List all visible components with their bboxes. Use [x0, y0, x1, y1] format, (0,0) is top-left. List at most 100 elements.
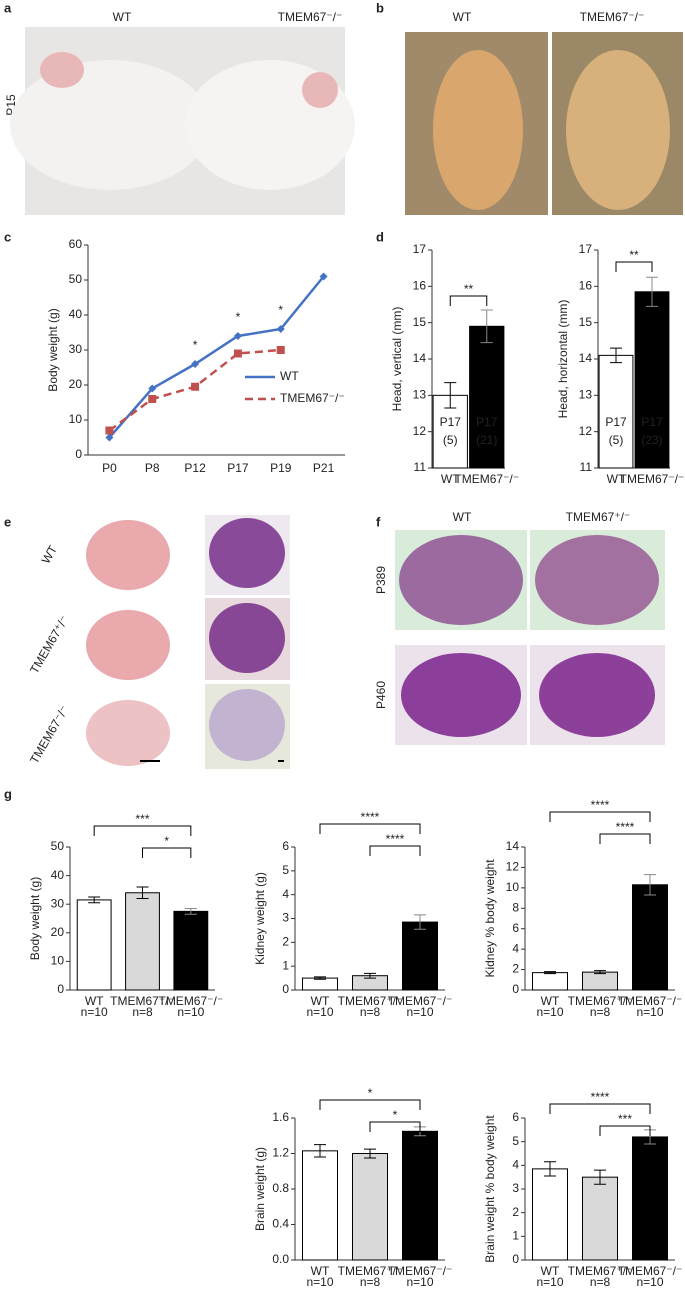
bar-label: (23) — [641, 433, 662, 447]
error-bar — [544, 1161, 556, 1177]
y-tick-label: 3 — [282, 911, 289, 925]
bar — [352, 1153, 388, 1261]
significance-label: ** — [464, 282, 474, 296]
n-label: n=10 — [536, 1275, 563, 1287]
y-tick-label: 1 — [512, 1229, 519, 1243]
y-tick-label: 4 — [282, 887, 289, 901]
bar-label: (5) — [443, 433, 458, 447]
error-bar — [414, 914, 426, 930]
y-tick-label: 40 — [51, 868, 65, 882]
y-tick-label: 16 — [413, 279, 427, 293]
error-bar — [364, 972, 376, 979]
bar-label: (21) — [476, 433, 497, 447]
photo-ear — [302, 72, 338, 108]
marker — [276, 325, 285, 333]
significance-label: **** — [616, 820, 635, 834]
bar — [402, 1130, 438, 1261]
x-tick-label: TMEM67⁻/⁻ — [388, 1264, 453, 1278]
y-tick-label: 17 — [413, 242, 427, 256]
photo-ear — [40, 52, 84, 88]
panel-label: a — [4, 0, 12, 15]
bar — [125, 892, 160, 991]
photo-skull — [433, 50, 523, 210]
marker — [191, 382, 200, 391]
marker — [148, 384, 157, 393]
significance-bracket — [319, 1099, 421, 1110]
error-bar — [88, 896, 101, 904]
n-label: n=10 — [177, 1005, 204, 1019]
error-bar — [480, 309, 493, 344]
marker — [105, 426, 114, 435]
significance-label: **** — [386, 832, 405, 846]
error-bar — [444, 382, 457, 409]
n-label: n=10 — [81, 1005, 108, 1019]
bar — [302, 977, 338, 991]
bar-label: P17 — [605, 415, 627, 429]
photo-skull — [566, 50, 670, 210]
annotation: * — [236, 310, 241, 324]
y-tick-label: 6 — [512, 921, 519, 935]
panel-label: e — [4, 514, 11, 529]
y-tick-label: 3 — [512, 1181, 519, 1195]
panel-label: f — [376, 514, 381, 529]
n-label: n=8 — [360, 1005, 381, 1019]
x-tick-label: P8 — [145, 461, 160, 475]
y-tick-label: 12 — [413, 424, 427, 438]
y-tick-label: 30 — [69, 342, 83, 356]
marker — [191, 360, 200, 368]
y-tick-label: 0.8 — [272, 1181, 289, 1195]
y-tick-label: 20 — [51, 925, 65, 939]
significance-label: **** — [361, 810, 380, 824]
column-label: TMEM67⁺/⁻ — [566, 510, 631, 524]
annotation: * — [278, 303, 283, 317]
y-tick-label: 6 — [512, 1110, 519, 1124]
n-label: n=10 — [406, 1005, 433, 1019]
significance-bracket — [599, 833, 651, 844]
marker — [105, 433, 114, 442]
y-axis-label: Kidney weight (g) — [253, 872, 267, 965]
marker — [233, 332, 242, 340]
y-tick-label: 40 — [69, 307, 83, 321]
error-bar — [314, 1144, 326, 1158]
bar — [632, 1136, 668, 1261]
significance-bracket — [549, 811, 651, 822]
x-tick-label: WT — [311, 994, 330, 1008]
panel-label: c — [4, 229, 11, 244]
n-label: n=8 — [132, 1005, 153, 1019]
n-label: n=8 — [590, 1005, 611, 1019]
x-tick-label: WT — [607, 472, 626, 486]
y-tick-label: 0.4 — [272, 1217, 289, 1231]
panel-label: d — [376, 229, 384, 244]
error-bar — [594, 1169, 606, 1185]
y-tick-label: 0 — [512, 982, 519, 996]
y-tick-label: 2 — [512, 1205, 519, 1219]
y-tick-label: 6 — [282, 839, 289, 853]
x-tick-label: P12 — [184, 461, 206, 475]
y-tick-label: 1.6 — [272, 1110, 289, 1124]
y-tick-label: 12 — [579, 424, 593, 438]
bar — [582, 1176, 618, 1261]
x-tick-label: TMEM67⁻/⁻ — [158, 994, 223, 1008]
y-tick-label: 10 — [506, 880, 520, 894]
significance-label: *** — [618, 1112, 632, 1126]
significance-label: ** — [629, 248, 639, 262]
significance-label: *** — [135, 812, 149, 826]
significance-bracket — [369, 1121, 421, 1132]
n-label: n=10 — [636, 1275, 663, 1287]
y-tick-label: 30 — [51, 896, 65, 910]
x-tick-label: TMEM67⁻/⁻ — [388, 994, 453, 1008]
y-axis-label: Head, vertical (mm) — [390, 307, 404, 412]
y-tick-label: 14 — [579, 351, 593, 365]
bar — [582, 971, 618, 991]
legend-label: TMEM67⁻/⁻ — [280, 391, 345, 405]
x-tick-label: WT — [541, 1264, 560, 1278]
n-label: n=8 — [360, 1275, 381, 1287]
y-tick-label: 0 — [57, 982, 64, 996]
n-label: n=10 — [306, 1275, 333, 1287]
bar-label: P17 — [440, 415, 462, 429]
x-tick-label: TMEM67⁻/⁻ — [618, 1264, 683, 1278]
x-tick-label: P0 — [102, 461, 117, 475]
significance-label: * — [368, 1086, 373, 1100]
x-tick-label: TMEM67⁻/⁻ — [454, 472, 519, 486]
y-tick-label: 1.2 — [272, 1146, 289, 1160]
